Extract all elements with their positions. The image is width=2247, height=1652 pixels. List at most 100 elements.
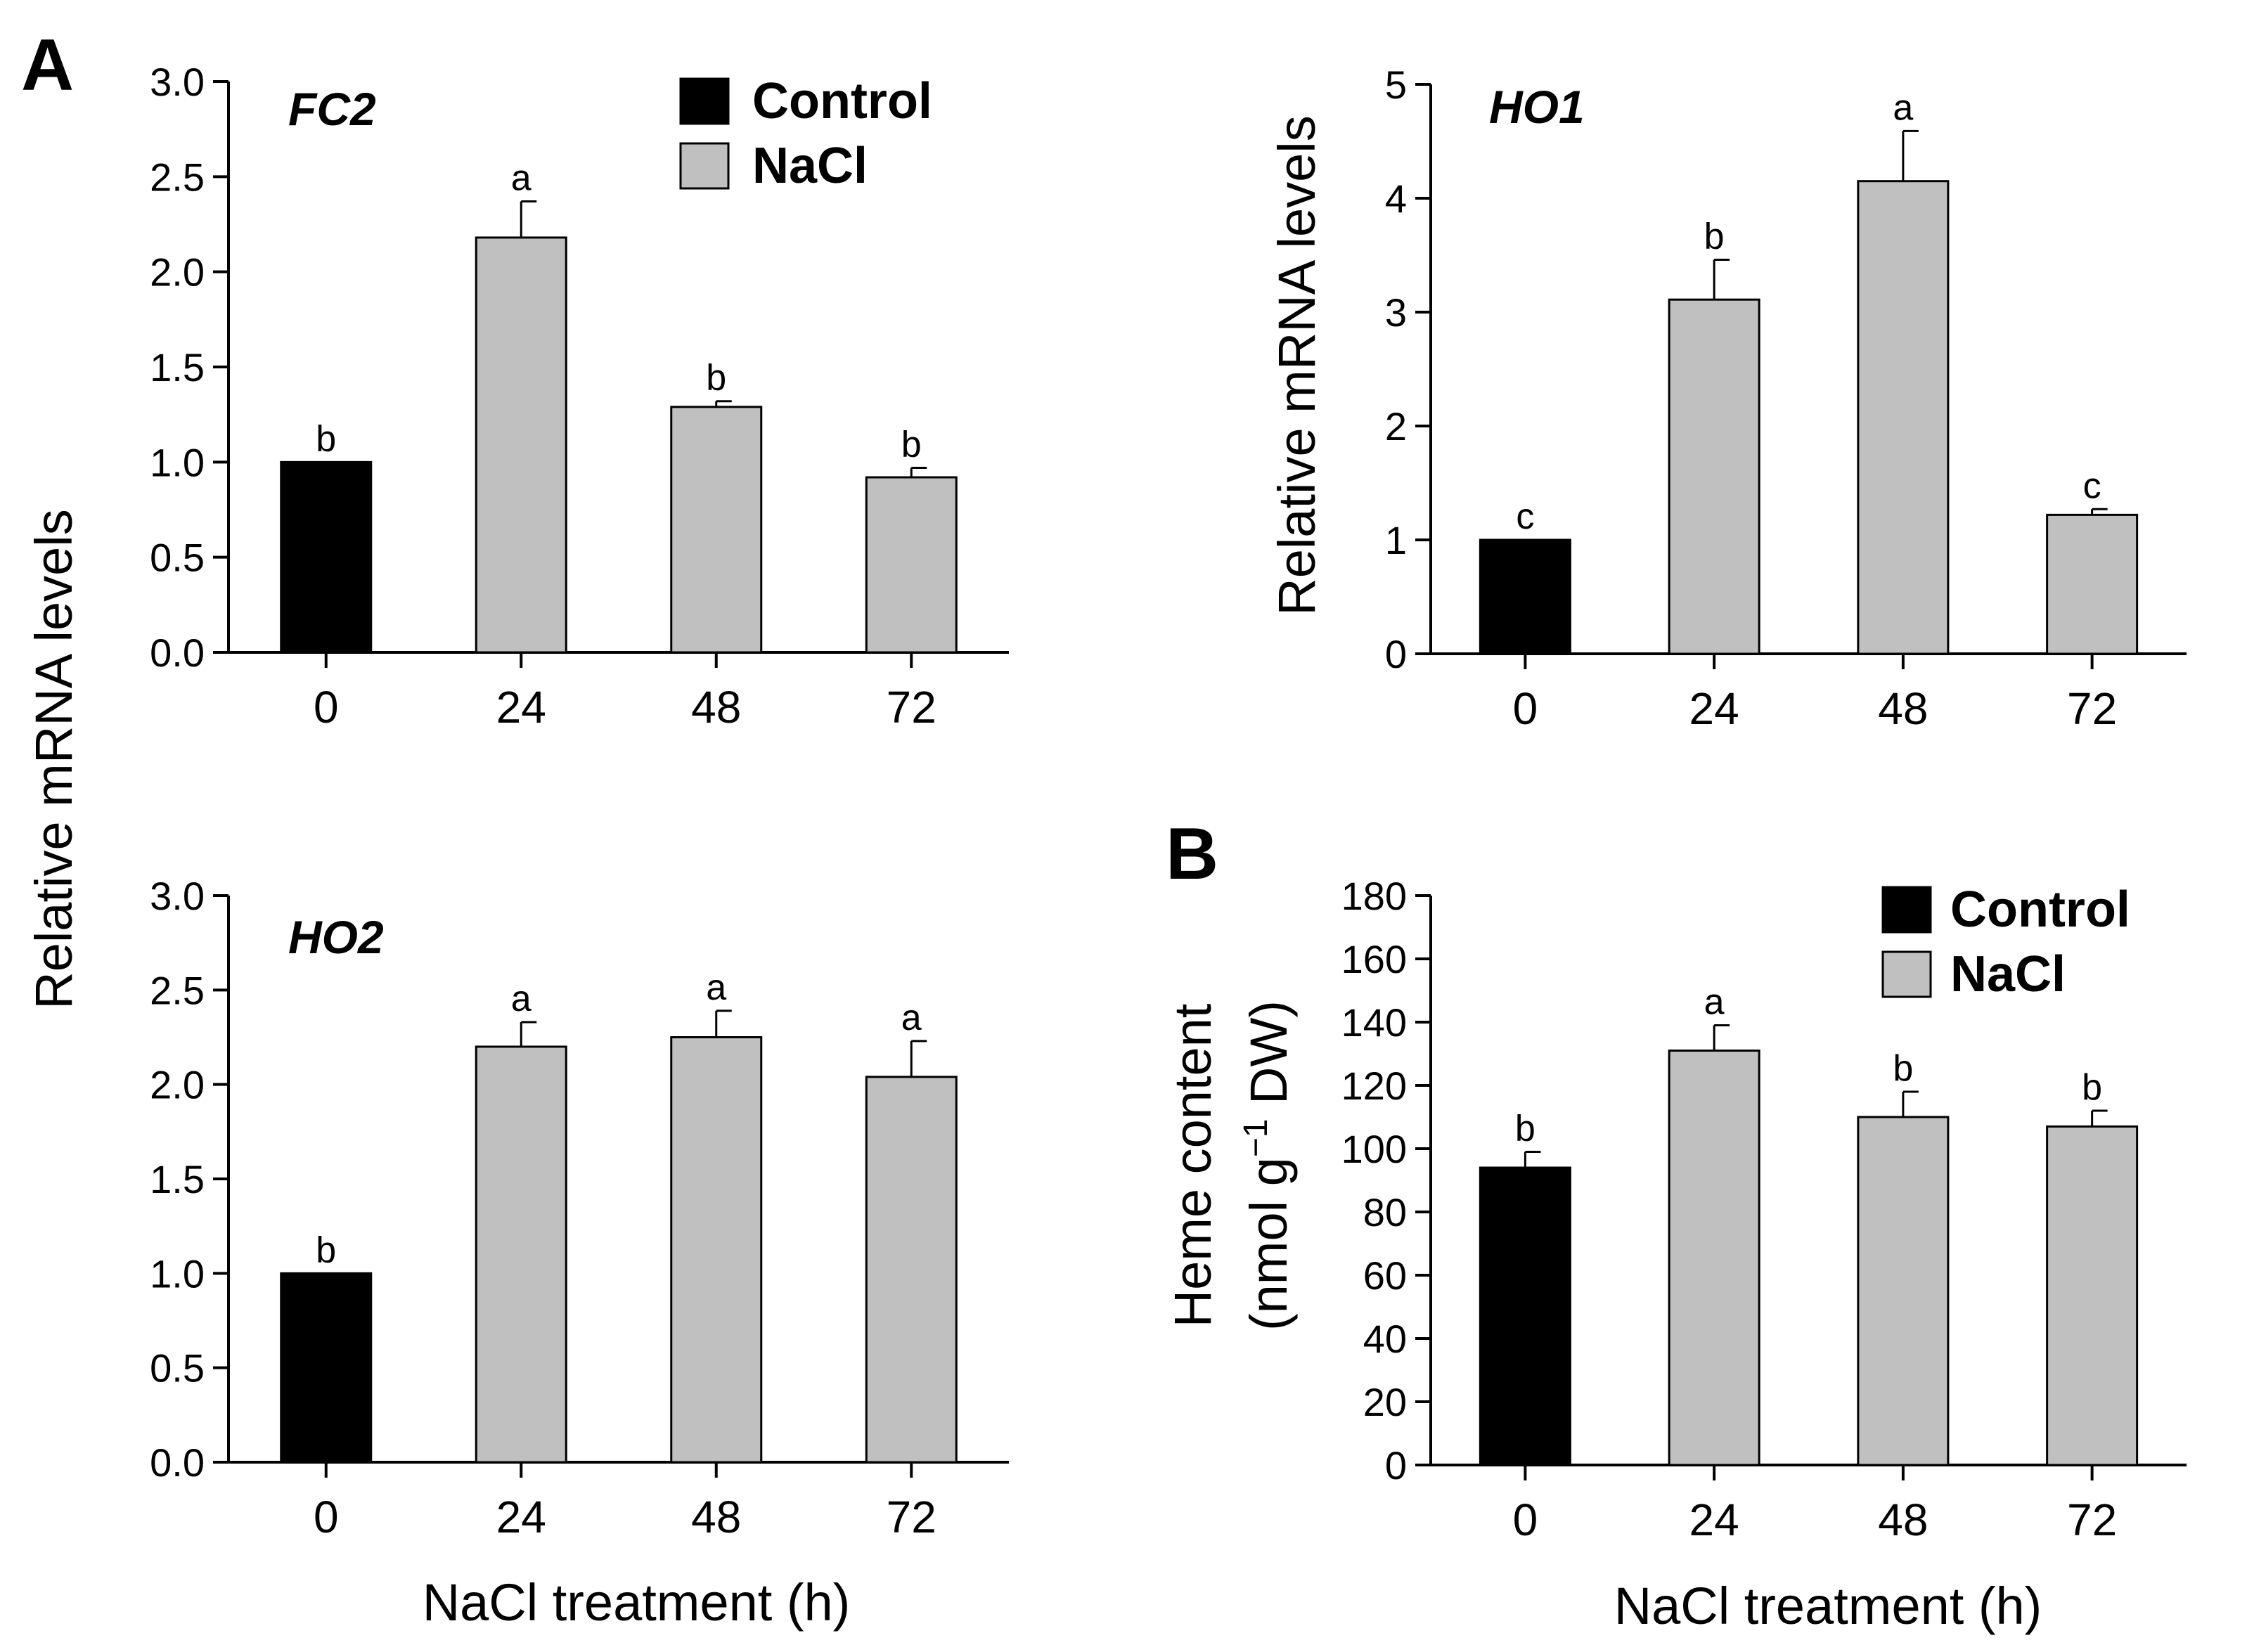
fc2-y-tick-label: 1.5 [150,345,205,389]
ho2-chart: 0.0 0.5 1.0 1.5 2.0 2.5 3.0 0 24 48 72 b a a a HO2 [150,874,1009,1542]
fc2-x-tick-label: 72 [887,682,936,733]
heme-y-tick-label: 180 [1341,874,1407,918]
legend-b-nacl-swatch [1881,950,1932,998]
ho1-y-tick-label: 4 [1385,176,1407,221]
heme-y-tick-label: 0 [1385,1443,1407,1488]
heme-significance-label: b [1515,1109,1535,1149]
legend-b-control-label: Control [1950,882,2130,938]
fc2-bar-nacl [475,236,567,654]
legend-a-control-label: Control [752,73,932,129]
ho2-x-tick-label: 48 [691,1492,741,1542]
ho1-bar-control [1479,538,1571,655]
ho1-y-tick-label: 2 [1385,404,1407,449]
fc2-significance-label: a [511,158,532,199]
ho1-y-tick-label: 3 [1385,290,1407,335]
ho2-y-tick-label: 1.0 [150,1251,205,1296]
legend-b: Control NaCl [1881,882,2130,1002]
heme-chart: 0 20 40 60 80 100 120 140 160 180 0 24 48 72 b a b b [1341,874,2187,1545]
heme-significance-label: b [1893,1048,1913,1089]
heme-x-tick-label: 24 [1689,1495,1739,1545]
panel-label-b: B [1166,813,1218,895]
legend-a-control-swatch [679,77,730,125]
heme-y-tick-label: 80 [1363,1190,1407,1234]
fc2-y-tick-label: 3.0 [150,60,205,104]
heme-bar-control [1479,1166,1571,1466]
heme-x-tick-label: 72 [2067,1495,2117,1545]
ho1-significance-label: c [2083,465,2101,506]
legend-b-nacl-label: NaCl [1950,946,2066,1002]
ho1-significance-label: b [1704,216,1725,257]
fc2-y-tick-label: 1.0 [150,440,205,484]
ho2-y-tick-label: 0.0 [150,1440,205,1485]
ho2-bar-nacl [475,1045,567,1464]
heme-bar-nacl [1668,1050,1760,1466]
heme-y-label-part1: (nmol g [1240,1157,1298,1331]
fc2-bar-nacl [670,406,763,654]
ho2-significance-label: a [511,979,532,1019]
ho2-y-tick-label: 2.5 [150,968,205,1012]
fc2-x-tick-label: 48 [691,682,741,733]
heme-significance-label: b [2082,1067,2102,1108]
fc2-significance-label: b [706,358,726,399]
ho2-significance-label: a [901,998,922,1038]
ho1-x-tick-label: 72 [2067,683,2117,734]
heme-y-axis-label-line2: (nmol g−1 DW) [1237,1000,1298,1331]
heme-y-tick-label: 140 [1341,1000,1407,1045]
fc2-significance-label: b [316,418,336,459]
heme-y-tick-label: 120 [1341,1064,1407,1108]
ho2-bar-nacl [670,1036,763,1464]
heme-x-tick-label: 0 [1513,1495,1538,1545]
fc2-significance-label: b [901,424,922,465]
heme-y-tick-label: 60 [1363,1253,1407,1298]
ho2-y-tick-label: 1.5 [150,1157,205,1201]
legend-a: Control NaCl [679,73,932,194]
fc2-bar-nacl [865,476,958,654]
x-axis-label-left: NaCl treatment (h) [423,1573,851,1632]
heme-x-tick-label: 48 [1878,1495,1928,1545]
ho2-bar-control [280,1272,373,1464]
ho2-gene-title: HO2 [288,911,384,963]
ho1-bar-nacl [1857,180,1950,655]
fc2-chart: 0.0 0.5 1.0 1.5 2.0 2.5 3.0 0 24 48 72 b a b b FC2 [150,60,1009,733]
heme-y-tick-label: 40 [1363,1317,1407,1361]
fc2-x-tick-label: 0 [314,682,339,733]
heme-y-axis-label-line1: Heme content [1164,1003,1222,1327]
heme-y-tick-label: 20 [1363,1380,1407,1424]
fc2-y-tick-label: 2.5 [150,155,205,199]
panel-label-a: A [21,25,74,106]
legend-a-nacl-swatch [679,142,730,190]
ho1-bar-nacl [2046,513,2139,655]
ho1-chart: 0 1 2 3 4 5 0 24 48 72 c b a c HO1 [1385,63,2187,734]
ho2-y-tick-label: 0.5 [150,1346,205,1390]
heme-y-tick-label: 100 [1341,1127,1407,1171]
ho1-y-tick-label: 0 [1385,632,1407,676]
ho2-x-tick-label: 72 [887,1492,936,1542]
ho1-x-tick-label: 24 [1689,683,1739,734]
shared-y-axis-label: Relative mRNA levels [25,509,83,1009]
legend-a-nacl-label: NaCl [752,138,868,194]
legend-b-control-swatch [1881,886,1932,934]
ho2-y-tick-label: 3.0 [150,874,205,918]
ho1-x-tick-label: 48 [1878,683,1928,734]
fc2-x-tick-label: 24 [496,682,546,733]
fc2-bar-control [280,460,373,654]
ho1-bar-nacl [1668,298,1760,655]
ho2-significance-label: a [706,967,726,1008]
ho1-y-axis-label: Relative mRNA levels [1268,115,1326,615]
heme-y-label-part2: DW) [1240,1000,1298,1119]
ho2-y-tick-label: 2.0 [150,1063,205,1107]
heme-y-label-superscript: −1 [1237,1119,1275,1158]
heme-significance-label: a [1704,982,1725,1023]
ho1-x-tick-label: 0 [1513,683,1538,734]
fc2-y-tick-label: 0.0 [150,631,205,675]
ho2-significance-label: b [316,1230,336,1270]
ho2-bar-nacl [865,1076,958,1464]
heme-bar-nacl [1857,1116,1950,1466]
x-axis-label-right: NaCl treatment (h) [1614,1577,2042,1635]
ho1-gene-title: HO1 [1489,81,1585,133]
heme-y-tick-label: 160 [1341,937,1407,981]
fc2-y-tick-label: 2.0 [150,250,205,295]
ho1-y-tick-label: 5 [1385,63,1407,107]
fc2-gene-title: FC2 [288,83,376,135]
